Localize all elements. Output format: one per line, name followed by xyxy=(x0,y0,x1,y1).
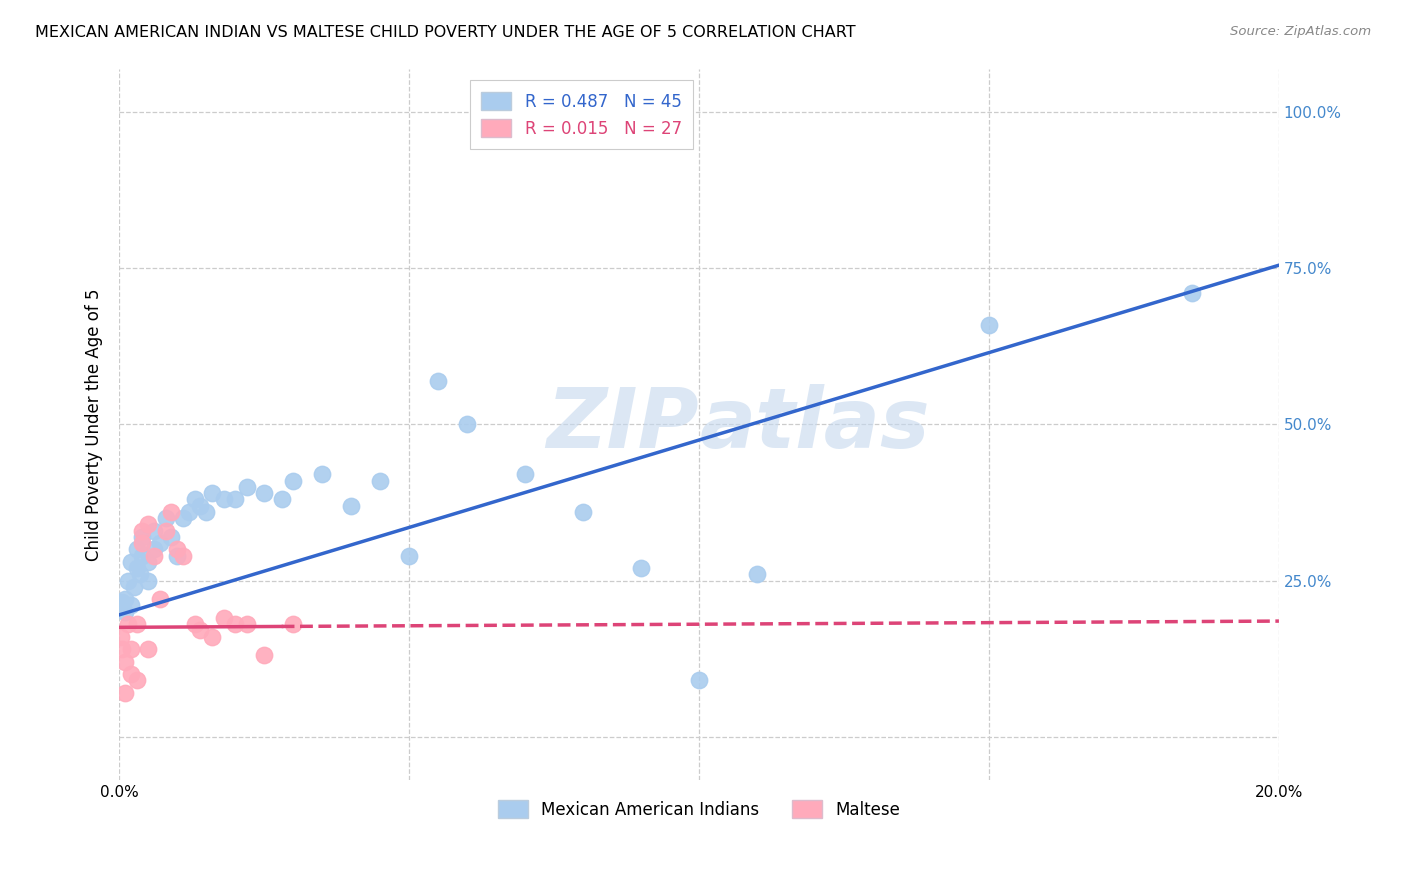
Text: atlas: atlas xyxy=(699,384,929,465)
Point xyxy=(190,624,212,638)
Point xyxy=(149,592,172,607)
Text: MEXICAN AMERICAN INDIAN VS MALTESE CHILD POVERTY UNDER THE AGE OF 5 CORRELATION : MEXICAN AMERICAN INDIAN VS MALTESE CHILD… xyxy=(35,25,856,40)
Point xyxy=(201,630,224,644)
Point xyxy=(125,542,148,557)
Point xyxy=(172,549,194,563)
Legend: Mexican American Indians, Maltese: Mexican American Indians, Maltese xyxy=(491,793,907,825)
Point xyxy=(117,617,139,632)
Point xyxy=(183,617,205,632)
Point xyxy=(398,549,420,563)
Point xyxy=(117,574,139,588)
Point xyxy=(120,642,142,657)
Point xyxy=(149,536,172,550)
Point xyxy=(131,524,153,538)
Point xyxy=(630,561,652,575)
Point xyxy=(143,549,166,563)
Point xyxy=(236,617,259,632)
Point xyxy=(111,595,134,609)
Point xyxy=(131,530,153,544)
Point xyxy=(114,655,136,669)
Point xyxy=(131,536,153,550)
Point xyxy=(128,567,150,582)
Point xyxy=(270,492,292,507)
Point xyxy=(212,492,235,507)
Point xyxy=(427,374,450,388)
Point xyxy=(1181,286,1204,301)
Point xyxy=(977,318,1000,332)
Point xyxy=(172,511,194,525)
Point xyxy=(155,511,177,525)
Point xyxy=(120,555,142,569)
Point xyxy=(456,417,478,432)
Point xyxy=(572,505,595,519)
Point xyxy=(125,617,148,632)
Point xyxy=(143,524,166,538)
Point xyxy=(136,642,159,657)
Point xyxy=(236,480,259,494)
Point xyxy=(283,474,305,488)
Point xyxy=(311,467,333,482)
Point xyxy=(190,499,212,513)
Point xyxy=(120,599,142,613)
Point xyxy=(253,648,276,663)
Point xyxy=(195,505,218,519)
Point xyxy=(745,567,768,582)
Point xyxy=(166,542,188,557)
Point xyxy=(224,492,246,507)
Point xyxy=(368,474,391,488)
Point xyxy=(114,605,136,619)
Point xyxy=(120,667,142,681)
Point xyxy=(136,574,159,588)
Point xyxy=(183,492,205,507)
Point xyxy=(201,486,224,500)
Point xyxy=(125,673,148,688)
Point xyxy=(515,467,537,482)
Point xyxy=(253,486,276,500)
Point xyxy=(136,517,159,532)
Point xyxy=(166,549,188,563)
Point xyxy=(131,549,153,563)
Point xyxy=(177,505,200,519)
Point xyxy=(224,617,246,632)
Text: ZIP: ZIP xyxy=(547,384,699,465)
Point xyxy=(110,630,132,644)
Point xyxy=(212,611,235,625)
Point xyxy=(283,617,305,632)
Point xyxy=(155,524,177,538)
Point xyxy=(136,555,159,569)
Y-axis label: Child Poverty Under the Age of 5: Child Poverty Under the Age of 5 xyxy=(86,288,103,561)
Point xyxy=(143,542,166,557)
Point xyxy=(688,673,710,688)
Point xyxy=(114,592,136,607)
Point xyxy=(160,505,183,519)
Point xyxy=(114,686,136,700)
Point xyxy=(125,561,148,575)
Point xyxy=(122,580,145,594)
Point xyxy=(111,642,134,657)
Point xyxy=(160,530,183,544)
Text: Source: ZipAtlas.com: Source: ZipAtlas.com xyxy=(1230,25,1371,38)
Point xyxy=(340,499,363,513)
